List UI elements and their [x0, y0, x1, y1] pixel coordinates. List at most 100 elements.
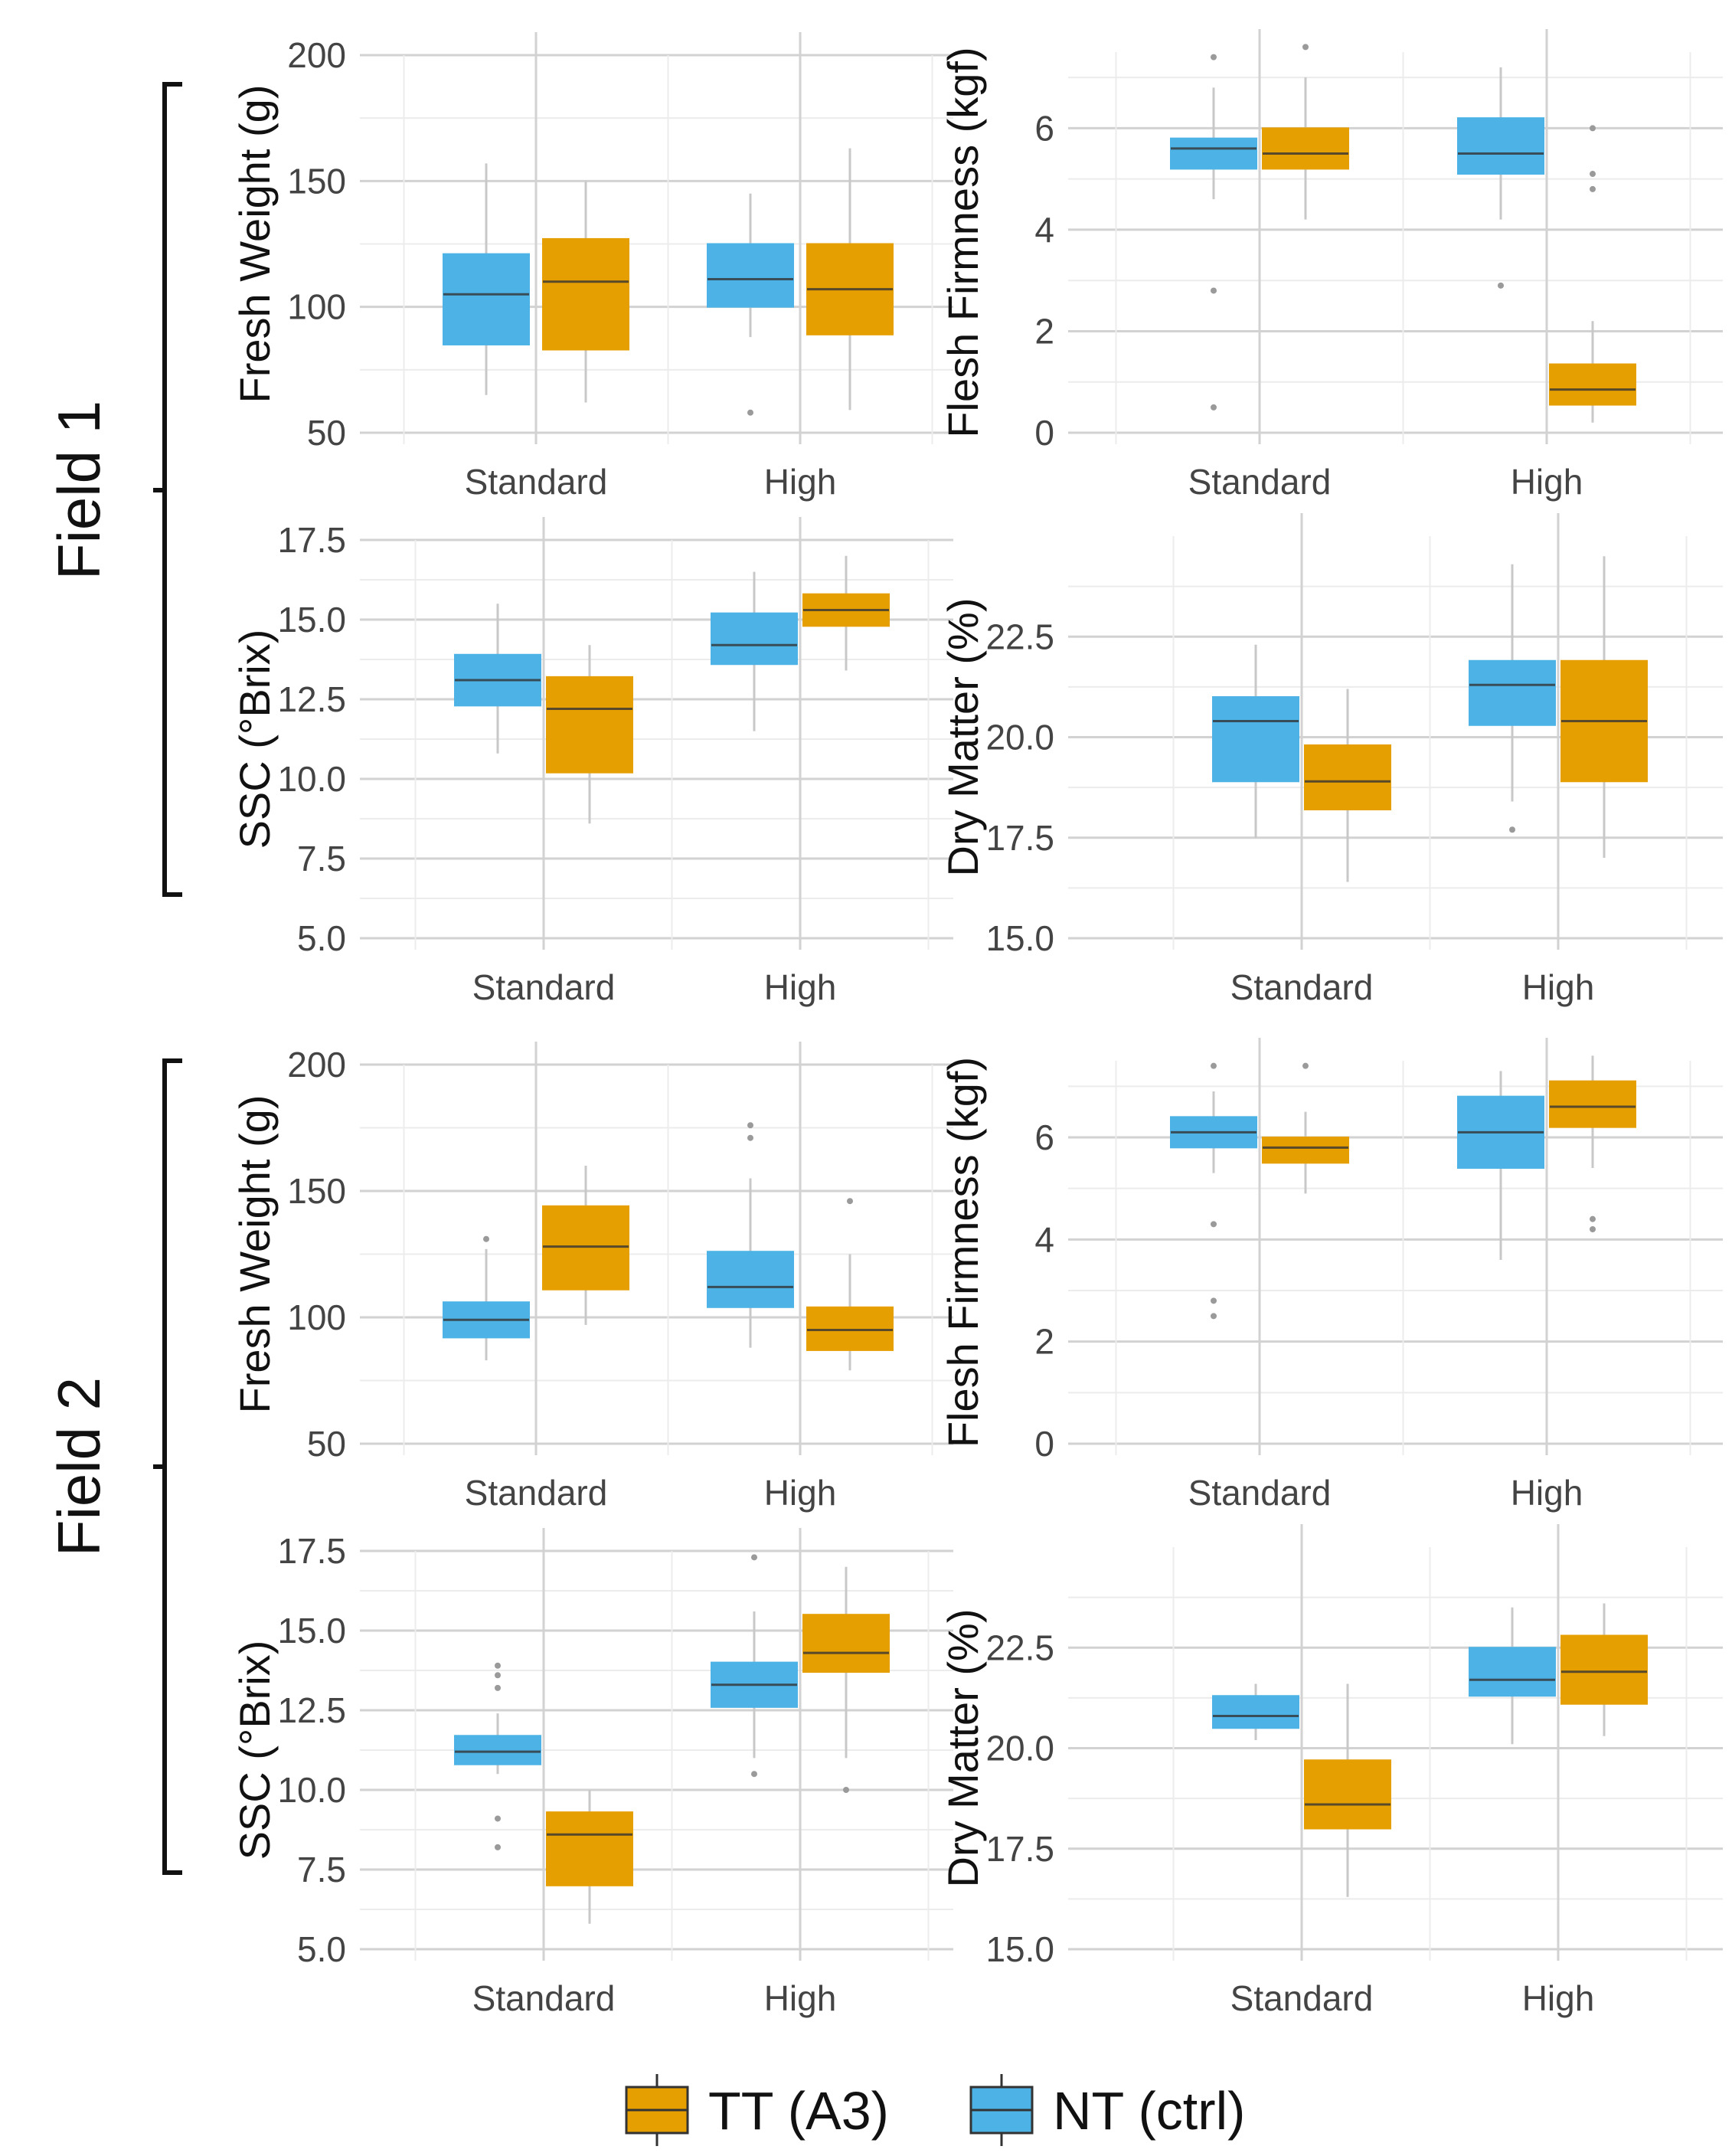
y-tick-label: 2 — [1034, 1322, 1054, 1362]
box-nt-standard — [1212, 644, 1299, 838]
y-tick-label: 12.5 — [277, 679, 346, 719]
y-tick-label: 200 — [287, 1045, 346, 1085]
x-tick-label: Standard — [472, 967, 616, 1007]
y-tick-label: 15.0 — [277, 600, 346, 640]
chart-panel-6: 0 2 4 6 Standard High Flesh Firmness (kgf) — [939, 1038, 1723, 1513]
y-tick-label: 5.0 — [297, 1929, 346, 1969]
y-tick-label: 12.5 — [277, 1690, 346, 1730]
x-tick-label: High — [1511, 462, 1583, 502]
box-body — [454, 1735, 541, 1765]
outlier-point — [747, 1134, 753, 1141]
box-nt-high — [1457, 1071, 1544, 1260]
y-tick-label: 20.0 — [985, 718, 1054, 757]
outlier-point — [1211, 404, 1217, 411]
outlier-point — [747, 409, 753, 416]
box-nt-standard — [454, 604, 541, 754]
x-tick-label: High — [764, 967, 837, 1007]
y-tick-label: 200 — [287, 35, 346, 75]
box-tt-high — [802, 1566, 890, 1793]
box-nt-standard — [1212, 1683, 1299, 1740]
outlier-point — [1211, 1297, 1217, 1304]
chart-panel-8: 15.0 17.5 20.0 22.5 Standard High Dry Matter (… — [939, 1524, 1723, 2018]
box-nt-high — [707, 193, 794, 416]
box-tt-high — [1560, 1603, 1648, 1736]
box-body — [443, 253, 530, 345]
field-2-bracket: Field 2 — [45, 1058, 182, 1875]
y-tick-label: 17.5 — [985, 818, 1054, 858]
y-tick-label: 7.5 — [297, 839, 346, 878]
box-body — [1549, 1080, 1636, 1128]
box-body — [1212, 1695, 1299, 1729]
x-tick-label: High — [1522, 1978, 1595, 2018]
y-tick-label: 15.0 — [985, 1929, 1054, 1969]
y-tick-label: 22.5 — [985, 617, 1054, 656]
box-tt-high — [1549, 125, 1636, 423]
box-nt-high — [1457, 67, 1544, 289]
box-body — [711, 612, 798, 666]
y-tick-label: 5.0 — [297, 918, 346, 958]
x-tick-label: Standard — [1188, 1473, 1332, 1513]
outlier-point — [747, 1122, 753, 1129]
box-body — [1304, 1759, 1391, 1830]
y-axis-title: Fresh Weight (g) — [230, 85, 279, 404]
y-tick-label: 0 — [1034, 1424, 1054, 1464]
box-tt-high — [806, 148, 894, 411]
y-tick-label: 150 — [287, 161, 346, 201]
box-body — [1170, 137, 1257, 170]
box-body — [1560, 1634, 1648, 1705]
box-nt-standard — [443, 163, 530, 395]
outlier-point — [495, 1662, 501, 1669]
y-tick-label: 4 — [1034, 210, 1054, 250]
y-axis-title: Dry Matter (%) — [939, 1609, 987, 1888]
box-tt-high — [1549, 1055, 1636, 1232]
outlier-point — [1590, 171, 1596, 178]
x-tick-label: High — [1522, 967, 1595, 1007]
box-tt-high — [1560, 556, 1648, 858]
box-tt-standard — [1262, 1062, 1349, 1194]
y-axis-title: Flesh Firmness (kgf) — [939, 1057, 987, 1448]
outlier-point — [483, 1235, 489, 1242]
chart-panel-4: 15.0 17.5 20.0 22.5 Standard High Dry Matter (… — [939, 513, 1723, 1007]
outlier-point — [495, 1815, 501, 1822]
outlier-point — [751, 1771, 757, 1778]
box-tt-standard — [1304, 689, 1391, 882]
chart-panel-7: 5.0 7.5 10.0 12.5 15.0 17.5 Standard High SSC (°… — [230, 1528, 953, 2018]
box-tt-high — [806, 1198, 894, 1371]
y-axis-title: Dry Matter (%) — [939, 598, 987, 877]
y-tick-label: 2 — [1034, 311, 1054, 351]
box-nt-high — [707, 1122, 794, 1348]
box-tt-standard — [546, 1790, 633, 1924]
outlier-point — [1211, 54, 1217, 61]
outlier-point — [1509, 826, 1515, 833]
outlier-point — [1302, 1062, 1309, 1069]
box-nt-standard — [1170, 54, 1257, 411]
y-axis-title: SSC (°Brix) — [230, 1641, 279, 1860]
x-tick-label: Standard — [472, 1978, 616, 2018]
box-nt-standard — [1170, 1062, 1257, 1320]
y-tick-label: 17.5 — [985, 1829, 1054, 1869]
x-tick-label: Standard — [1188, 462, 1332, 502]
y-tick-label: 100 — [287, 287, 346, 327]
x-tick-label: High — [764, 1978, 837, 2018]
box-tt-standard — [1304, 1683, 1391, 1897]
box-body — [1457, 117, 1544, 175]
x-tick-label: Standard — [1230, 967, 1374, 1007]
box-body — [1469, 1647, 1556, 1697]
y-tick-label: 100 — [287, 1297, 346, 1337]
outlier-point — [1498, 282, 1504, 289]
box-tt-high — [802, 555, 890, 671]
chart-panel-2: 0 2 4 6 Standard High Flesh Firmness (kgf) — [939, 29, 1723, 502]
chart-panel-1: 50 100 150 200 Standard High Fresh Weight (g) — [230, 32, 953, 502]
box-body — [1469, 659, 1556, 726]
box-body — [546, 676, 633, 774]
legend: TT (A3) NT (ctrl) — [625, 2074, 1245, 2146]
legend-label-nt: NT (ctrl) — [1053, 2081, 1245, 2141]
y-tick-label: 0 — [1034, 413, 1054, 453]
chart-panel-3: 5.0 7.5 10.0 12.5 15.0 17.5 Standard High SSC (°… — [230, 517, 953, 1007]
x-tick-label: High — [764, 1473, 837, 1513]
y-tick-label: 10.0 — [277, 759, 346, 799]
field-2-label: Field 2 — [45, 1377, 113, 1556]
box-nt-high — [1469, 1607, 1556, 1745]
y-axis-title: Fresh Weight (g) — [230, 1095, 279, 1414]
